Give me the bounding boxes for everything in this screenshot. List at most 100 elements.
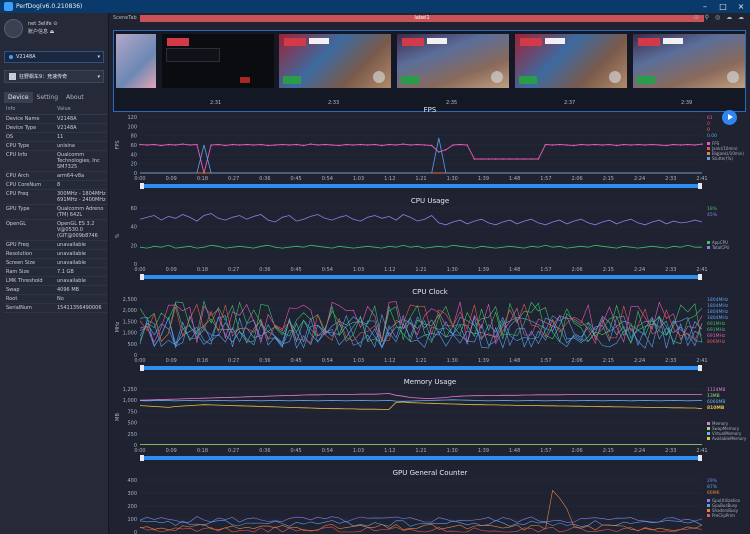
legend-value: 1804MHz bbox=[707, 315, 729, 321]
x-tick-label: 0:36 bbox=[259, 448, 270, 454]
play-button[interactable] bbox=[722, 110, 737, 125]
info-value: unavailable bbox=[57, 251, 86, 257]
info-value: OpenGL ES 3.2 V@0530.0 (GIT@009b8746 bbox=[57, 221, 98, 239]
fps-point bbox=[352, 144, 355, 146]
info-key: Root bbox=[6, 296, 18, 302]
fps-point bbox=[480, 158, 483, 160]
fps-point bbox=[437, 151, 440, 153]
screenshot-time: 2:31 bbox=[210, 100, 222, 106]
fps-point bbox=[331, 144, 333, 146]
fps-point bbox=[210, 144, 212, 146]
chart-svg: 120 100 80 60 40 20 0 FPS 0:00 0:09 0:18 0:27 0:36 0:… bbox=[115, 115, 744, 189]
x-tick-label: 2:33 bbox=[665, 358, 676, 364]
info-value: No bbox=[57, 296, 64, 302]
legend-value: 0 bbox=[707, 127, 710, 133]
x-tick-label: 0:45 bbox=[290, 176, 301, 182]
info-value: unavailable bbox=[57, 278, 86, 284]
tab-about[interactable]: About bbox=[66, 94, 84, 101]
info-key: OpenGL bbox=[6, 221, 27, 227]
app-select[interactable]: 狂野飙车9：竞速传奇 ▾ bbox=[4, 70, 104, 83]
y-tick-label: 80 bbox=[131, 134, 137, 140]
range-handle-right bbox=[698, 365, 702, 371]
device-select[interactable]: V2148A ▾ bbox=[4, 51, 104, 63]
range-handle-right bbox=[698, 183, 702, 189]
series-line-GpuUtilization bbox=[139, 516, 703, 524]
tab-setting[interactable]: Setting bbox=[36, 94, 59, 101]
y-tick-label: 20 bbox=[131, 243, 137, 249]
screenshot-thumb[interactable] bbox=[633, 34, 745, 88]
screenshot-thumb[interactable] bbox=[397, 34, 509, 88]
screenshot-strip[interactable]: 2:31 2:33 2:35 2:37 2:39 bbox=[113, 30, 746, 112]
fps-point bbox=[473, 158, 476, 160]
series-line-stutter- bbox=[140, 137, 702, 174]
avatar[interactable] bbox=[4, 18, 23, 38]
time-range-slider bbox=[140, 456, 702, 460]
legend-swatch bbox=[707, 157, 710, 160]
x-tick-label: 2:15 bbox=[603, 358, 614, 364]
legend-swatch bbox=[707, 504, 710, 507]
legend-swatch bbox=[707, 427, 710, 430]
x-tick-label: 0:00 bbox=[134, 267, 145, 273]
fps-point bbox=[174, 144, 177, 146]
fps-point bbox=[388, 143, 390, 146]
info-row: CPU Freq 300MHz - 1804MHz 691MHz - 2400MH… bbox=[4, 190, 107, 205]
tab-device[interactable]: Device bbox=[4, 92, 33, 103]
scene-label-marker[interactable]: label1 bbox=[140, 15, 704, 22]
close-button[interactable]: × bbox=[737, 2, 745, 11]
legend-value: 18% bbox=[707, 206, 718, 212]
x-tick-label: 1:39 bbox=[478, 448, 489, 454]
info-key: CPU Arch bbox=[6, 173, 30, 179]
scene-toolbar-icons[interactable]: ⊙ ⚲ ◎ ☁ ☁ bbox=[693, 14, 746, 21]
x-tick-label: 1:21 bbox=[415, 448, 426, 454]
x-tick-label: 0:54 bbox=[322, 448, 333, 454]
minimize-button[interactable]: – bbox=[703, 2, 707, 11]
screenshot-thumb[interactable] bbox=[279, 34, 391, 88]
series-line-fps bbox=[139, 143, 703, 174]
series-line-appcpu bbox=[139, 244, 702, 249]
legend-label: AppCPU bbox=[712, 240, 728, 245]
x-tick-label: 0:18 bbox=[197, 176, 208, 182]
info-key: SerialNum bbox=[6, 305, 32, 311]
legend-value: 691MHz bbox=[707, 327, 726, 333]
y-tick-label: 750 bbox=[127, 409, 137, 415]
fps-point bbox=[594, 143, 597, 146]
series-line-cpu6 bbox=[139, 301, 703, 345]
x-tick-label: 2:41 bbox=[696, 176, 707, 182]
x-tick-label: 2:06 bbox=[571, 448, 582, 454]
fps-point bbox=[679, 144, 682, 146]
fps-point bbox=[409, 144, 412, 146]
info-row: SerialNum 15411356490006 bbox=[4, 304, 107, 313]
user-name: net 3elife ⊙ bbox=[28, 21, 58, 27]
x-tick-label: 0:54 bbox=[322, 176, 333, 182]
y-axis-label: MB bbox=[115, 413, 121, 421]
account-info-link[interactable]: 账户信息 ⏏ bbox=[28, 29, 55, 35]
fps-point bbox=[160, 144, 163, 147]
fps-point bbox=[644, 144, 646, 146]
maximize-button[interactable]: □ bbox=[719, 2, 727, 11]
screenshot-thumb[interactable] bbox=[116, 34, 156, 88]
screenshot-thumb[interactable] bbox=[515, 34, 627, 88]
info-value: 15411356490006 bbox=[57, 305, 102, 311]
title-bar: PerfDog(v6.0.210836) – □ × bbox=[0, 0, 750, 13]
x-tick-label: 0:18 bbox=[197, 358, 208, 364]
y-tick-label: 40 bbox=[131, 225, 137, 231]
hud-element bbox=[637, 76, 655, 84]
fps-point bbox=[516, 158, 518, 160]
fps-point bbox=[452, 144, 454, 146]
legend-swatch bbox=[707, 246, 710, 249]
y-tick-label: 1,250 bbox=[123, 387, 137, 393]
y-tick-label: 0 bbox=[134, 262, 137, 268]
x-tick-label: 1:48 bbox=[509, 358, 520, 364]
screenshot-thumb[interactable] bbox=[162, 34, 274, 88]
series-line-memory bbox=[139, 393, 702, 401]
x-tick-label: 2:15 bbox=[603, 176, 614, 182]
x-tick-label: 0:36 bbox=[259, 267, 270, 273]
fps-point bbox=[466, 144, 469, 146]
fps-point bbox=[167, 143, 170, 146]
legend-value: 0 bbox=[707, 121, 710, 127]
info-value: 4096 MB bbox=[57, 287, 80, 293]
info-header-key: Info bbox=[6, 106, 16, 112]
legend-value: 45% bbox=[707, 212, 718, 218]
hud-element bbox=[520, 38, 542, 46]
legend-label: FPS bbox=[712, 141, 720, 146]
